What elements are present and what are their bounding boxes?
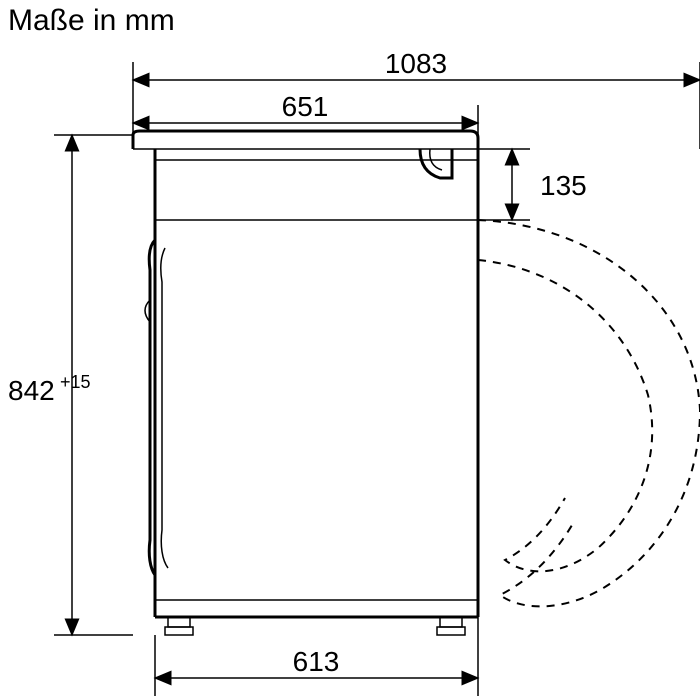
dim-135: 135 xyxy=(540,170,587,201)
foot-right xyxy=(437,617,465,635)
title: Maße in mm xyxy=(8,4,175,37)
dim-1083: 1083 xyxy=(385,48,447,79)
dim-613: 613 xyxy=(293,646,340,677)
dim-842: 842 xyxy=(8,375,55,406)
dimension-drawing: Maße in mm 1083 651 135 842 +15 613 xyxy=(0,0,700,700)
door-swing-arcs xyxy=(478,220,700,606)
appliance-side-view xyxy=(133,131,478,635)
dim-651: 651 xyxy=(282,91,329,122)
foot-left xyxy=(165,617,193,635)
dim-842-tol: +15 xyxy=(60,372,91,392)
